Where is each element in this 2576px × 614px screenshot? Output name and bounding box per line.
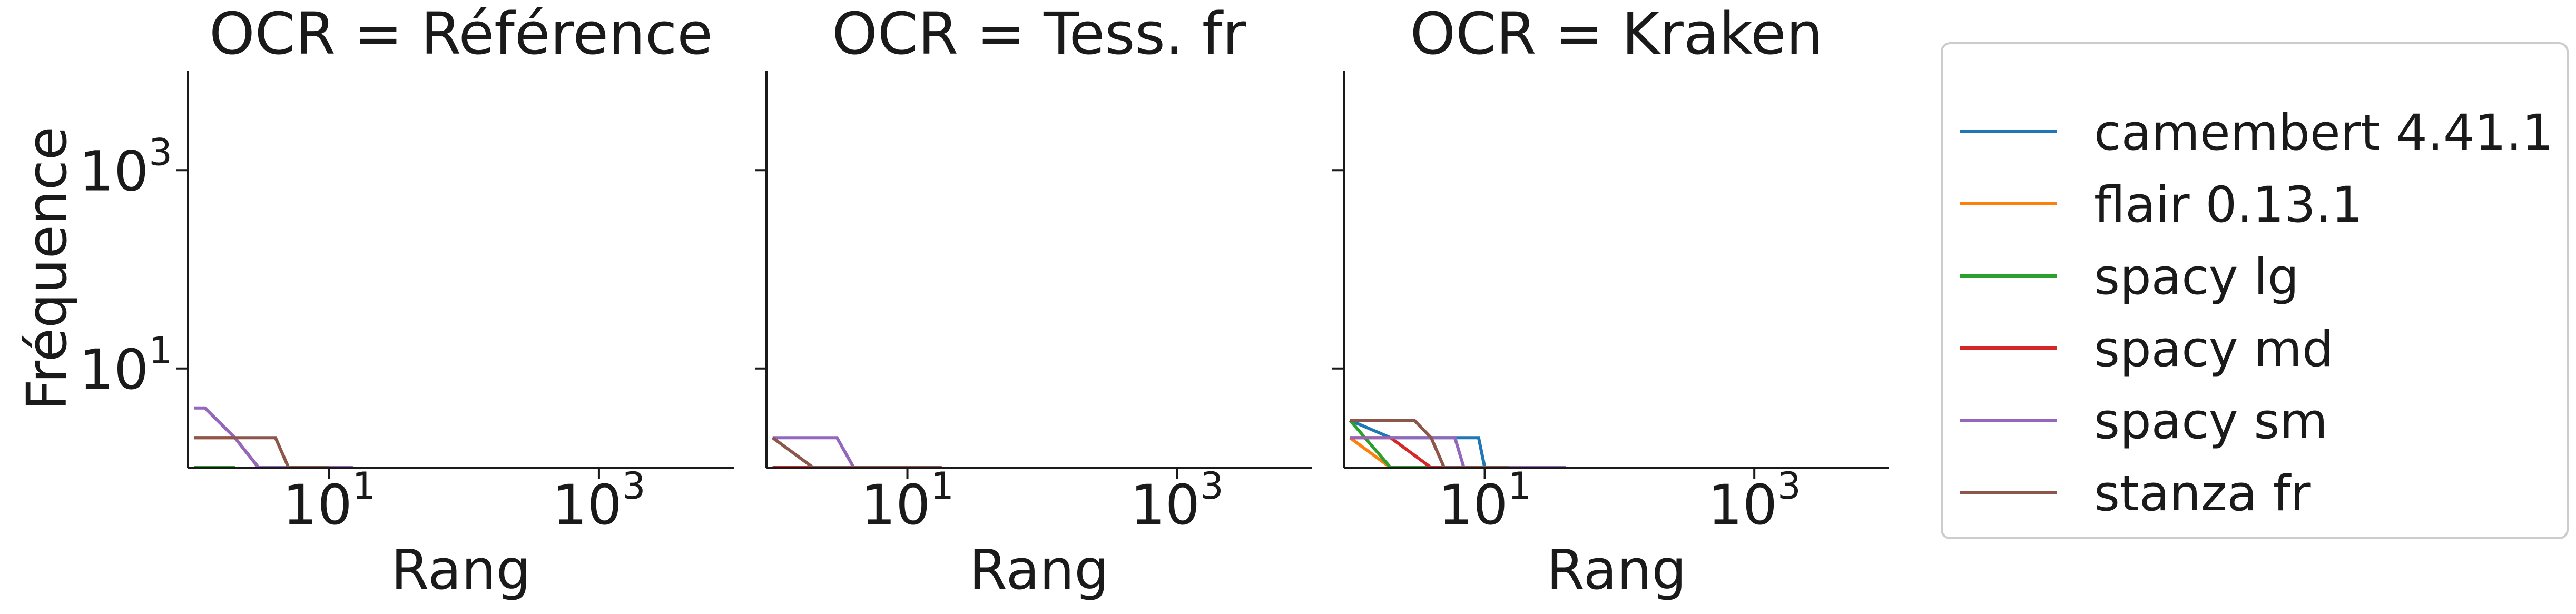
- y-tick-label: 101: [79, 329, 172, 402]
- legend-entry: spacy sm: [1960, 393, 2328, 450]
- legend-entries: camembert 4.41.1 flair 0.13.1 spacy lg spac…: [1960, 104, 2553, 522]
- y-axis-label: Fréquence: [15, 126, 79, 411]
- x-tick-label: 103: [1130, 464, 1224, 537]
- x-tick-label: 101: [282, 464, 376, 537]
- series-line-stanza-fr: [771, 436, 942, 469]
- legend-label: camembert 4.41.1: [2094, 104, 2553, 162]
- legend-label: spacy sm: [2094, 393, 2328, 450]
- panel-title: OCR = Tess. fr: [832, 0, 1246, 67]
- legend-entry: stanza fr: [1960, 465, 2311, 522]
- legend-label: spacy md: [2094, 321, 2334, 378]
- series-line-stanza-fr: [194, 436, 329, 469]
- panel-title: OCR = Référence: [209, 0, 713, 67]
- x-tick-label: 101: [1438, 464, 1531, 537]
- legend-frame: [1941, 42, 2569, 539]
- x-tick-label: 103: [552, 464, 645, 537]
- legend-entry: spacy md: [1960, 321, 2334, 378]
- legend-entry: camembert 4.41.1: [1960, 104, 2553, 162]
- panel-1: 101 103 101 103 OCR = Référence Rang: [79, 0, 734, 602]
- x-axis-label: Rang: [1547, 538, 1687, 602]
- series-line-spacy-md: [194, 436, 289, 469]
- x-axis-label: Rang: [391, 538, 531, 602]
- x-tick-label: 103: [1708, 464, 1801, 537]
- legend-entry: spacy lg: [1960, 249, 2299, 306]
- legend-label: spacy lg: [2094, 249, 2299, 306]
- panel-3: 101 103 OCR = Kraken Rang: [1332, 0, 1889, 602]
- legend-label: flair 0.13.1: [2094, 176, 2363, 234]
- x-axis-label: Rang: [969, 538, 1109, 602]
- panel-2: 101 103 OCR = Tess. fr Rang: [755, 0, 1312, 602]
- legend-label: stanza fr: [2094, 465, 2311, 522]
- panel-title: OCR = Kraken: [1410, 0, 1823, 67]
- x-tick-label: 101: [861, 464, 954, 537]
- y-tick-label: 103: [79, 131, 172, 203]
- legend-entry: flair 0.13.1: [1960, 176, 2363, 234]
- legend: camembert 4.41.1 flair 0.13.1 spacy lg spac…: [1941, 42, 2569, 539]
- series-line-flair-0-13-1: [1349, 436, 1431, 469]
